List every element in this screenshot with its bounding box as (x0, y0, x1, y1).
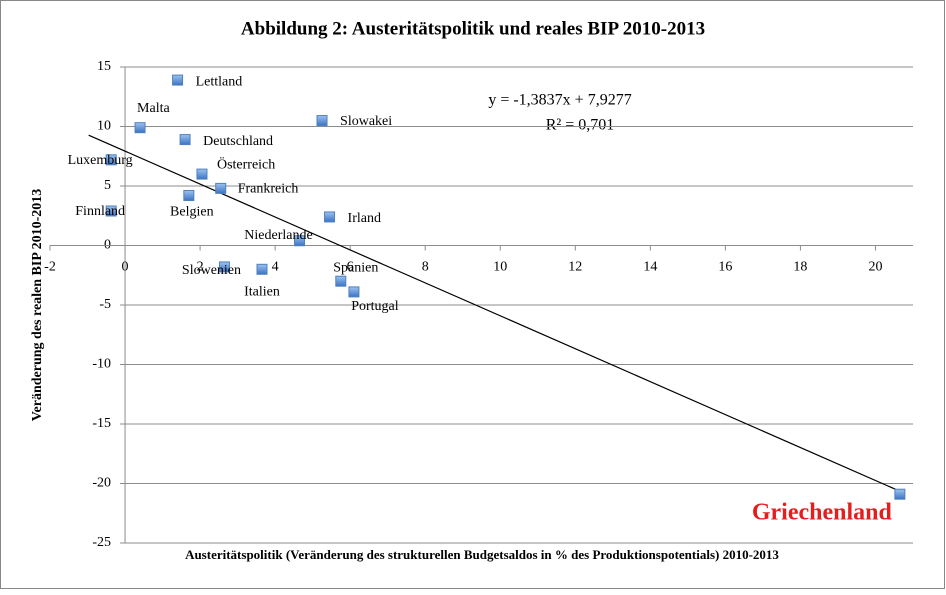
point-label: Slowakei (340, 114, 392, 129)
x-tick-label: 6 (347, 260, 354, 275)
y-tick-label: 10 (97, 119, 111, 134)
point (218, 261, 230, 273)
point-label: Griechenland (752, 500, 893, 526)
x-tick-label: 16 (718, 260, 732, 275)
point (105, 154, 117, 166)
y-tick-label: -5 (99, 297, 111, 312)
trendline (88, 134, 901, 492)
y-tick-label: 15 (97, 59, 111, 74)
point-label: Irland (348, 211, 381, 226)
x-tick-label: 8 (422, 260, 429, 275)
trendline-equation: y = -1,3837x + 7,9277 (488, 92, 631, 109)
x-tick-label: 0 (122, 260, 129, 275)
point-label: Österreich (217, 155, 275, 172)
y-tick-label: -25 (92, 535, 111, 550)
point-label: Portugal (351, 299, 399, 314)
x-tick-label: 4 (272, 260, 279, 275)
point-label: Niederlande (244, 228, 312, 243)
point-label: Lettland (196, 74, 243, 89)
x-axis-label: Austeritätspolitik (Veränderung des stru… (185, 547, 779, 562)
y-tick-label: -20 (92, 476, 111, 491)
x-tick-label: 10 (493, 260, 507, 275)
point-label: Luxemburg (68, 153, 133, 168)
chart-title: Abbildung 2: Austeritätspolitik und real… (241, 18, 705, 39)
point (215, 182, 227, 194)
point (134, 122, 146, 134)
point (294, 235, 306, 247)
point-label: Spanien (333, 260, 378, 275)
x-tick-label: 12 (568, 260, 582, 275)
x-tick-label: -2 (44, 260, 56, 275)
point (172, 74, 184, 86)
point-label: Frankreich (238, 182, 299, 197)
x-tick-label: 18 (793, 260, 807, 275)
point (324, 211, 336, 223)
point-label: Slowenien (182, 263, 241, 278)
point-label: Deutschland (203, 134, 273, 149)
x-tick-label: 2 (197, 260, 204, 275)
point (183, 190, 195, 202)
point (196, 168, 208, 180)
point (179, 134, 191, 146)
point-label: Belgien (170, 205, 214, 220)
point (335, 275, 347, 287)
point-label: Finnland (75, 204, 125, 219)
trendline-r2: R² = 0,701 (546, 117, 615, 134)
point (256, 263, 268, 275)
x-tick-label: 20 (868, 260, 882, 275)
point (348, 286, 360, 298)
y-axis-label: Veränderung des realen BIP 2010-2013 (30, 189, 45, 422)
y-tick-label: -10 (92, 357, 111, 372)
y-tick-label: -15 (92, 416, 111, 431)
y-tick-label: 5 (104, 178, 111, 193)
point (894, 488, 906, 500)
point-label: Italien (244, 285, 280, 300)
point-label: Malta (137, 101, 170, 116)
x-tick-label: 14 (643, 260, 657, 275)
point (316, 115, 328, 127)
point (105, 205, 117, 217)
